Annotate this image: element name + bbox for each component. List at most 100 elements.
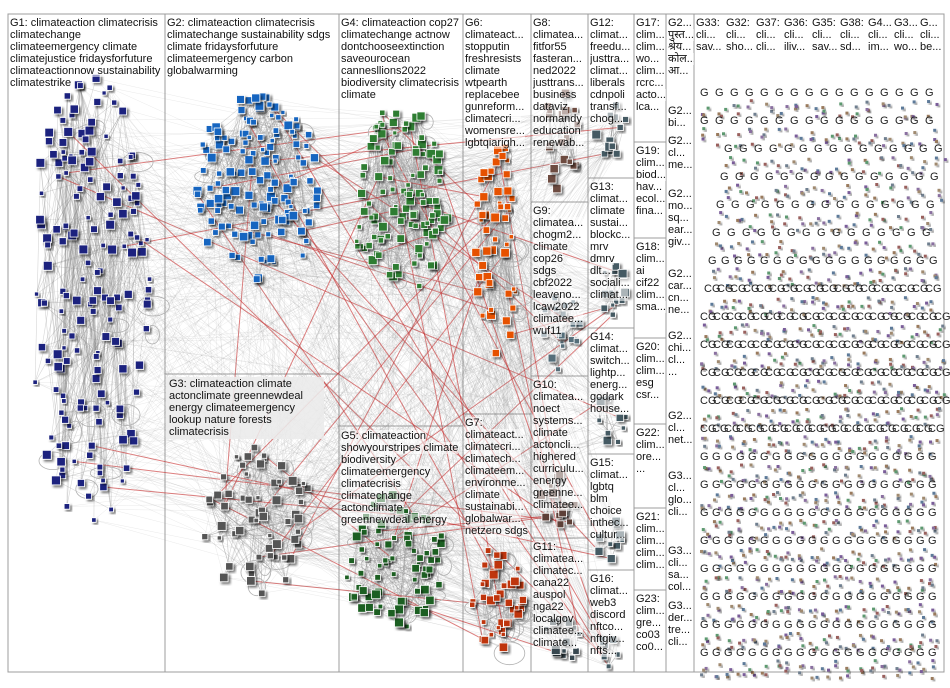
edge xyxy=(88,392,137,497)
network-node xyxy=(488,632,494,638)
network-node xyxy=(431,227,439,235)
network-node xyxy=(479,168,489,177)
network-node xyxy=(402,204,411,213)
small-group-node xyxy=(934,276,938,280)
network-node xyxy=(257,255,265,263)
small-group-node xyxy=(805,104,809,108)
small-group-node xyxy=(833,251,837,255)
edge xyxy=(62,120,133,156)
edge xyxy=(209,143,222,189)
small-group-node xyxy=(755,161,759,165)
network-node xyxy=(569,654,576,661)
network-node xyxy=(285,554,296,564)
network-node xyxy=(277,461,287,471)
small-group-node xyxy=(794,105,798,109)
edge xyxy=(65,227,82,403)
edge xyxy=(246,473,259,498)
small-group-node xyxy=(702,323,706,327)
network-node xyxy=(35,158,46,168)
network-node xyxy=(73,347,81,354)
network-node xyxy=(239,148,246,155)
network-node xyxy=(112,197,122,207)
network-node xyxy=(58,409,65,416)
edge xyxy=(91,122,121,409)
edge xyxy=(276,544,287,580)
network-node xyxy=(88,296,98,305)
small-group-label: G xyxy=(786,255,795,267)
small-group-label: G xyxy=(820,87,829,99)
network-node xyxy=(107,244,118,255)
network-node xyxy=(91,374,101,383)
network-node xyxy=(488,307,494,313)
small-group-node xyxy=(821,106,825,110)
network-node xyxy=(214,180,222,187)
small-group-node xyxy=(807,268,811,272)
edge xyxy=(215,232,272,259)
network-node xyxy=(386,271,394,279)
network-node xyxy=(379,109,386,116)
edge xyxy=(111,249,149,290)
network-node xyxy=(284,518,292,525)
small-group-label: CG xyxy=(934,311,950,323)
small-group-node xyxy=(781,270,785,274)
small-group-node xyxy=(803,300,807,304)
network-node xyxy=(280,109,286,115)
network-node xyxy=(480,619,487,625)
network-node xyxy=(68,332,76,340)
small-group-node xyxy=(896,215,900,219)
network-node xyxy=(244,155,254,165)
network-node xyxy=(388,118,398,127)
network-node xyxy=(401,126,408,133)
network-node xyxy=(101,90,107,96)
network-node xyxy=(394,617,404,628)
network-node xyxy=(119,478,125,484)
network-node xyxy=(60,149,66,155)
edge xyxy=(44,235,73,304)
network-node xyxy=(306,177,314,185)
small-group-label: G xyxy=(864,255,873,267)
edge xyxy=(62,262,89,476)
network-node xyxy=(59,466,66,473)
small-group-node xyxy=(743,330,747,334)
small-group-node xyxy=(868,268,872,272)
network-node xyxy=(212,229,219,236)
edge xyxy=(207,179,293,243)
edge xyxy=(373,138,437,202)
small-group-node xyxy=(854,105,858,109)
small-group-label: G xyxy=(775,87,784,99)
small-group-node xyxy=(777,127,781,131)
network-node xyxy=(312,193,321,202)
small-group-label: G xyxy=(922,227,931,239)
network-node xyxy=(429,212,436,219)
edge xyxy=(204,536,252,574)
network-node xyxy=(418,134,425,141)
small-group-node xyxy=(890,305,894,309)
edge xyxy=(55,336,107,390)
network-node xyxy=(495,625,501,631)
edge xyxy=(58,162,125,247)
edge xyxy=(259,105,292,177)
small-group-node xyxy=(832,325,836,329)
network-node xyxy=(364,556,370,562)
network-node xyxy=(228,251,236,259)
small-group-node xyxy=(755,196,759,200)
network-node xyxy=(108,506,114,513)
small-group-node xyxy=(933,128,937,132)
network-node xyxy=(267,186,274,193)
edge xyxy=(71,160,137,393)
small-group-label: G xyxy=(889,143,898,155)
edge xyxy=(41,179,91,194)
edge xyxy=(89,161,113,250)
edge xyxy=(209,112,284,189)
small-group-label: G xyxy=(787,227,796,239)
small-group-node xyxy=(904,267,908,271)
network-node xyxy=(485,279,494,287)
edge xyxy=(378,234,433,256)
edge xyxy=(57,139,86,355)
network-node xyxy=(392,130,398,136)
small-group-label: G xyxy=(721,255,730,267)
small-group-node xyxy=(878,240,882,244)
edge xyxy=(406,564,419,627)
edge xyxy=(197,137,261,192)
